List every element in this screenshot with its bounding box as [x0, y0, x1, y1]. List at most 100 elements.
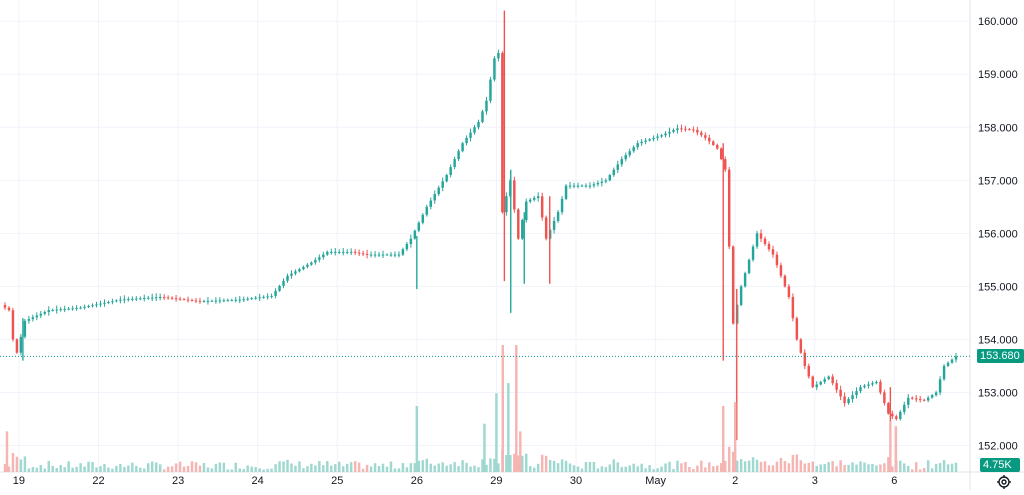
candle-body	[843, 396, 846, 404]
candle-body	[640, 141, 643, 144]
candle-body	[540, 196, 544, 218]
volume-bar	[548, 460, 552, 472]
volume-bar	[314, 465, 317, 472]
candle-body	[198, 300, 202, 302]
volume-bar	[556, 463, 560, 472]
candle-body	[453, 159, 456, 168]
candle-body	[258, 297, 261, 299]
x-tick-label: 6	[891, 475, 897, 487]
volume-bar	[648, 465, 651, 472]
y-tick-label: 158.000	[978, 122, 1018, 134]
candle-body	[799, 339, 803, 353]
volume-bar	[584, 462, 588, 472]
volume-bar	[863, 462, 866, 472]
volume-bar	[747, 460, 751, 472]
candle-body	[835, 383, 838, 390]
candle-body	[604, 180, 608, 182]
volume-bar-spike	[889, 421, 892, 472]
candle-body	[202, 301, 206, 303]
volume-bar	[465, 462, 468, 472]
candle-body	[938, 379, 942, 393]
volume-bar	[322, 465, 325, 472]
candle-body	[39, 313, 43, 316]
candle-body	[381, 254, 385, 256]
candle-body	[290, 273, 293, 276]
volume-bar	[166, 466, 170, 472]
candle-body	[751, 246, 755, 260]
candle-body	[55, 309, 58, 311]
candle-body	[409, 238, 413, 244]
volume-bar	[536, 463, 540, 472]
volume-bar	[401, 463, 405, 472]
volume-bar	[194, 462, 198, 472]
volume-bar	[783, 461, 787, 472]
volume-bar	[147, 463, 150, 472]
candle-body	[262, 296, 265, 298]
candle-body	[158, 296, 162, 298]
candle-body	[513, 180, 516, 210]
volume-bar	[708, 462, 711, 472]
volume-bar	[644, 468, 647, 472]
candle-body	[365, 253, 369, 255]
volume-bar	[397, 468, 401, 472]
candle-body	[445, 175, 448, 182]
candle-body	[600, 181, 604, 183]
volume-bar	[879, 464, 882, 472]
volume-bar	[31, 467, 35, 472]
candle-body	[942, 365, 946, 380]
volume-bar	[111, 468, 114, 472]
candle-body	[660, 135, 663, 137]
volume-bar	[481, 459, 484, 472]
candle-body	[389, 254, 393, 256]
candle-body	[206, 300, 210, 302]
volume-bar	[306, 466, 309, 472]
candle-body	[166, 297, 170, 299]
volume-bar	[457, 466, 460, 472]
volume-bar	[178, 461, 182, 472]
volume-bar	[743, 461, 747, 472]
volume-bar	[298, 461, 301, 472]
volume-bar	[433, 465, 436, 472]
candle-body	[131, 298, 134, 300]
volume-bar	[135, 465, 138, 472]
candle-body	[704, 135, 707, 138]
candle-body	[119, 299, 122, 301]
candle-body	[918, 399, 922, 401]
volume-bar	[242, 469, 245, 472]
candle-body	[863, 385, 866, 388]
candle-body	[421, 214, 425, 223]
candle-body	[899, 411, 902, 419]
candle-body	[361, 253, 365, 255]
volume-bar-spike	[415, 405, 419, 472]
volume-bar	[150, 461, 154, 472]
volume-bar	[43, 468, 47, 472]
candle-body	[867, 384, 870, 386]
volume-bar	[19, 459, 23, 472]
candle-body	[178, 298, 182, 300]
candle-body	[75, 307, 78, 309]
volume-bar	[63, 467, 66, 472]
volume-bar	[477, 467, 480, 472]
volume-bar	[349, 462, 353, 472]
candle-body	[934, 392, 938, 396]
volume-bar	[226, 469, 230, 472]
candle-body	[59, 309, 62, 311]
candle-body	[632, 147, 635, 152]
candle-body	[731, 246, 735, 324]
volume-bar	[767, 465, 771, 472]
volume-bar	[787, 463, 791, 472]
volume-bar	[616, 462, 620, 472]
candle-body	[883, 392, 886, 404]
volume-bar	[437, 463, 440, 472]
volume-bar	[71, 467, 74, 472]
volume-bar	[632, 463, 635, 472]
candle-body	[743, 273, 747, 287]
settings-gear-icon[interactable]	[996, 474, 1012, 490]
volume-bar	[827, 462, 830, 472]
volume-bar	[23, 456, 27, 472]
candle-body	[564, 185, 568, 199]
volume-bar	[588, 462, 592, 472]
volume-bar	[107, 467, 110, 472]
candle-body	[720, 148, 723, 160]
